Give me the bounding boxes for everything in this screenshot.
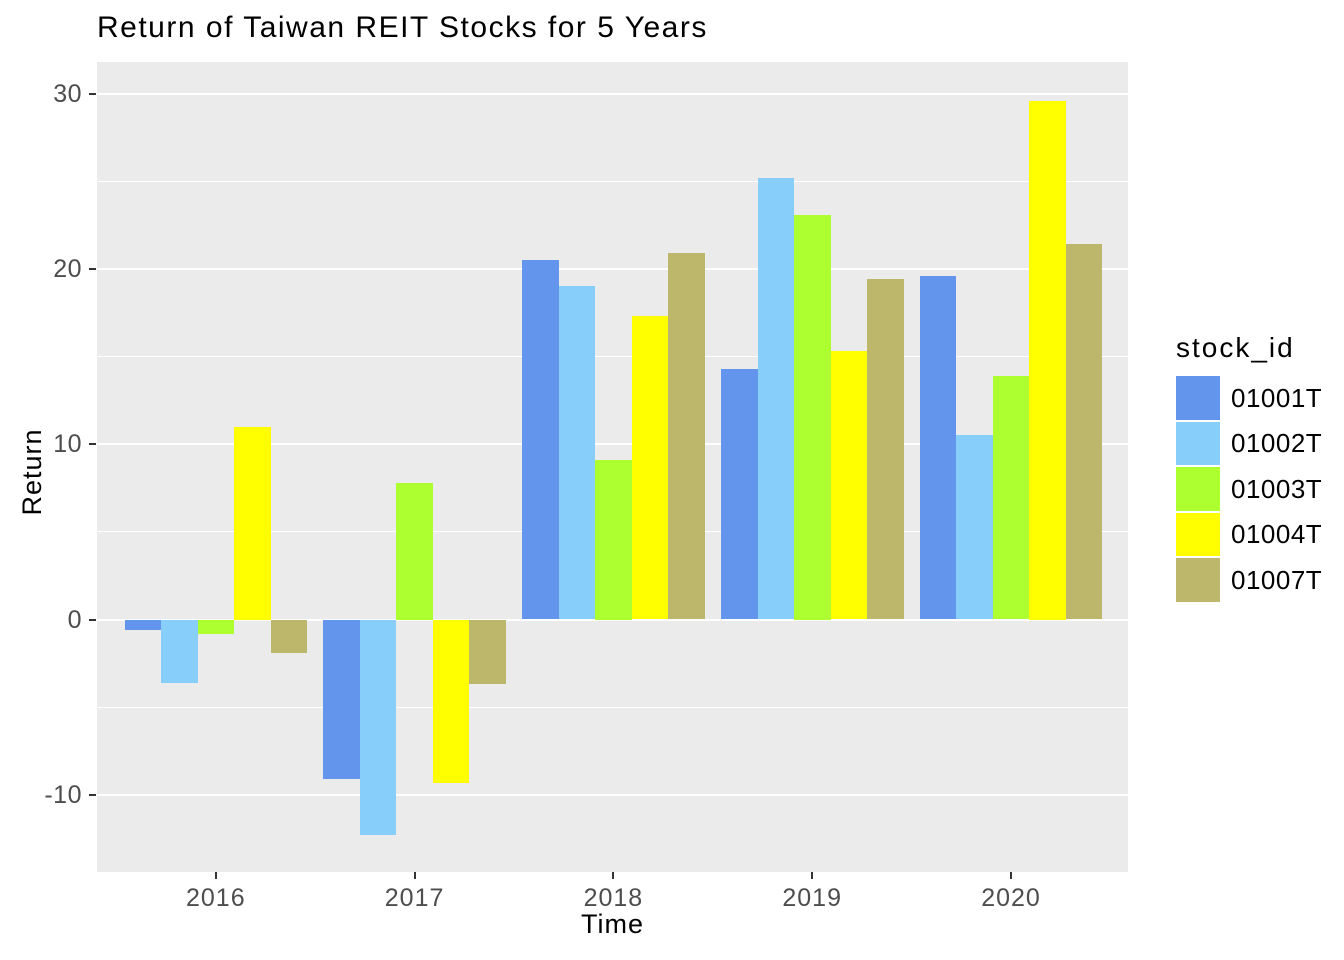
gridline-major	[97, 618, 1128, 621]
bar-01004T-2016	[234, 426, 271, 620]
y-tick-mark	[89, 443, 96, 446]
y-tick-label: 20	[53, 254, 82, 283]
x-tick-label: 2017	[384, 884, 445, 912]
bar-01002T-2019	[757, 177, 794, 620]
bar-01004T-2017	[432, 619, 470, 783]
bar-01004T-2019	[830, 351, 867, 620]
x-tick-mark	[1010, 872, 1012, 879]
bar-01002T-2017	[359, 619, 397, 836]
bar-01001T-2019	[721, 368, 758, 620]
x-tick-label: 2020	[981, 884, 1041, 912]
legend-key-01001T	[1176, 376, 1220, 420]
y-tick-label: 10	[53, 430, 82, 459]
bar-01001T-2020	[919, 275, 957, 620]
legend-label: 01007T	[1231, 564, 1323, 595]
y-axis-title: Return	[17, 428, 47, 516]
gridline-major	[97, 443, 1128, 446]
legend-label: 01003T	[1231, 473, 1323, 504]
bar-01002T-2018	[558, 286, 596, 620]
bar-01001T-2017	[323, 619, 360, 779]
bar-01004T-2018	[631, 316, 669, 620]
legend-key-01003T	[1176, 467, 1220, 511]
x-tick-mark	[811, 872, 814, 879]
x-tick-label: 2016	[185, 884, 246, 912]
y-tick-label: 0	[67, 605, 82, 634]
gridline-major	[97, 793, 1128, 796]
bar-01003T-2018	[595, 460, 632, 620]
legend-title: stock_id	[1176, 332, 1295, 363]
y-tick-mark	[89, 92, 96, 95]
bar-01004T-2020	[1029, 100, 1066, 620]
bar-01007T-2019	[867, 279, 904, 620]
bar-01007T-2016	[270, 619, 308, 653]
bar-01001T-2018	[522, 260, 559, 620]
gridline-minor	[97, 180, 1128, 182]
bar-01003T-2020	[992, 375, 1030, 620]
legend-label: 01004T	[1231, 519, 1323, 550]
plot-title: Return of Taiwan REIT Stocks for 5 Years	[97, 11, 708, 44]
y-tick-mark	[89, 793, 96, 796]
bar-01002T-2016	[161, 619, 198, 683]
legend-key-01004T	[1176, 512, 1220, 556]
legend-label: 01001T	[1231, 382, 1323, 413]
y-tick-label: 30	[53, 79, 82, 108]
bar-01007T-2017	[469, 619, 506, 685]
plot-panel	[97, 62, 1128, 872]
gridline-major	[97, 92, 1128, 95]
x-axis-title: Time	[581, 909, 644, 939]
bar-01002T-2020	[956, 435, 993, 620]
bar-01003T-2019	[794, 214, 831, 620]
x-tick-label: 2019	[782, 884, 842, 912]
gridline-minor	[97, 356, 1128, 357]
legend-key-01002T	[1176, 421, 1220, 465]
x-tick-mark	[612, 872, 615, 879]
bar-01003T-2017	[396, 482, 433, 620]
x-tick-mark	[413, 872, 416, 879]
y-tick-mark	[89, 618, 96, 621]
y-tick-label: -10	[44, 780, 82, 809]
bar-01007T-2020	[1065, 244, 1103, 620]
x-tick-label: 2018	[583, 884, 644, 912]
legend-label: 01002T	[1231, 428, 1323, 459]
bar-01007T-2018	[668, 253, 705, 620]
bar-01001T-2016	[124, 619, 162, 630]
legend-key-01007T	[1176, 558, 1220, 602]
y-tick-mark	[89, 267, 96, 270]
gridline-major	[97, 267, 1128, 270]
bar-01003T-2016	[197, 619, 235, 634]
x-tick-mark	[214, 872, 217, 879]
gridline-minor	[97, 706, 1128, 708]
